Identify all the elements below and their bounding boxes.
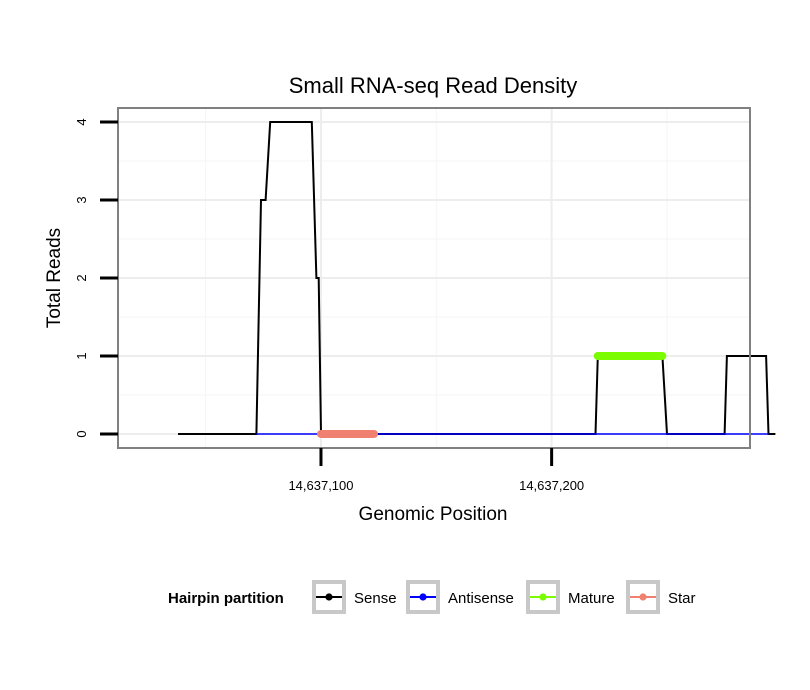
y-tick-label: 3 [74, 196, 89, 203]
chart-title: Small RNA-seq Read Density [289, 73, 578, 98]
legend-item-antisense: Antisense [406, 580, 514, 614]
legend: Hairpin partition Sense Antisense Mature St… [168, 580, 696, 614]
legend-key-point [325, 593, 333, 601]
y-tick-label: 4 [74, 118, 89, 125]
legend-title: Hairpin partition [168, 590, 284, 607]
legend-key-point [539, 593, 547, 601]
plot-panel [117, 107, 776, 449]
legend-label: Mature [568, 590, 615, 607]
y-tick-label: 0 [74, 430, 89, 437]
x-axis-title: Genomic Position [359, 504, 508, 525]
x-tick-label: 14,637,200 [519, 478, 584, 493]
legend-label: Sense [354, 590, 397, 607]
y-tick-label: 1 [74, 352, 89, 359]
legend-item-mature: Mature [526, 580, 615, 614]
y-axis-title: Total Reads [44, 228, 65, 328]
x-axis: 14,637,100 14,637,200 [288, 448, 584, 493]
legend-label: Star [668, 590, 696, 607]
legend-item-sense: Sense [312, 580, 397, 614]
y-tick-label: 2 [74, 274, 89, 281]
legend-key-point [419, 593, 427, 601]
x-tick-label: 14,637,100 [288, 478, 353, 493]
legend-key-point [639, 593, 647, 601]
y-axis: 0 1 2 3 4 [74, 118, 118, 438]
legend-item-star: Star [626, 580, 696, 614]
legend-label: Antisense [448, 590, 514, 607]
